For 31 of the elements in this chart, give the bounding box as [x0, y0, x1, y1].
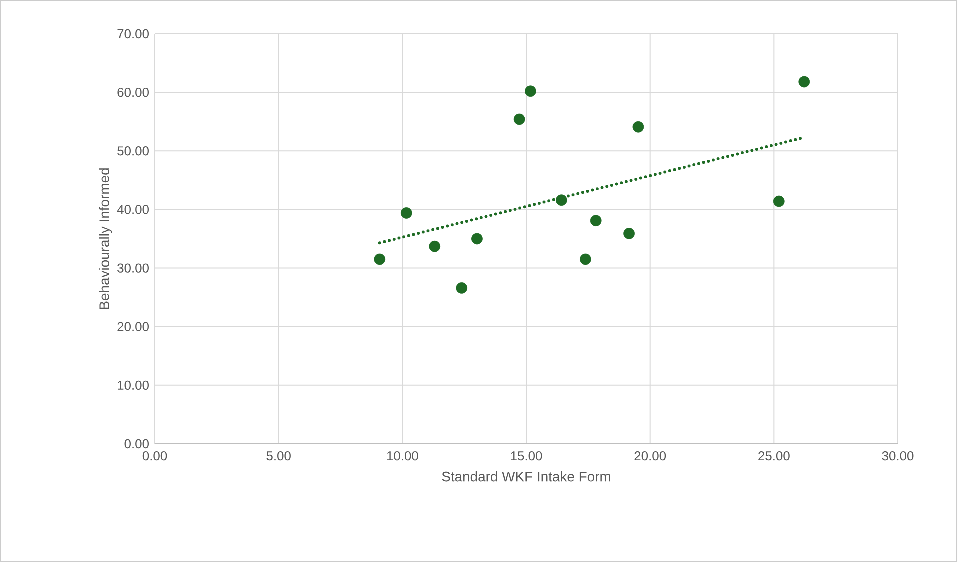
x-axis-title: Standard WKF Intake Form — [442, 471, 610, 482]
point — [514, 114, 526, 126]
point — [624, 228, 635, 240]
point — [773, 196, 785, 208]
point — [590, 215, 602, 227]
y-tick-label: 60.00 — [118, 88, 149, 98]
y-tick-label: 20.00 — [118, 322, 149, 332]
x-tick-label: 10.00 — [387, 452, 418, 461]
x-tick-label: 5.00 — [266, 452, 291, 461]
x-tick-label: 0.00 — [142, 452, 168, 461]
point — [798, 76, 810, 88]
x-tick-label: 30.00 — [882, 452, 914, 461]
point — [580, 254, 592, 266]
x-tick-label: 15.00 — [511, 452, 542, 461]
y-axis-title: Behaviourally Informed — [99, 168, 112, 310]
point — [632, 121, 644, 133]
y-tick-label: 0.00 — [124, 439, 149, 449]
x-tick-label: 25.00 — [758, 452, 790, 461]
point — [374, 254, 386, 266]
y-tick-label: 30.00 — [118, 264, 149, 273]
point — [400, 208, 412, 219]
point — [556, 194, 568, 206]
point — [525, 86, 536, 98]
y-tick-label: 40.00 — [117, 205, 149, 214]
y-tick-label: 50.00 — [118, 146, 149, 156]
point — [456, 282, 468, 294]
x-tick-label: 20.00 — [634, 452, 666, 461]
y-tick-label: 10.00 — [118, 380, 149, 390]
point — [472, 233, 483, 245]
point — [429, 240, 441, 252]
y-tick-label: 70.00 — [118, 29, 149, 39]
